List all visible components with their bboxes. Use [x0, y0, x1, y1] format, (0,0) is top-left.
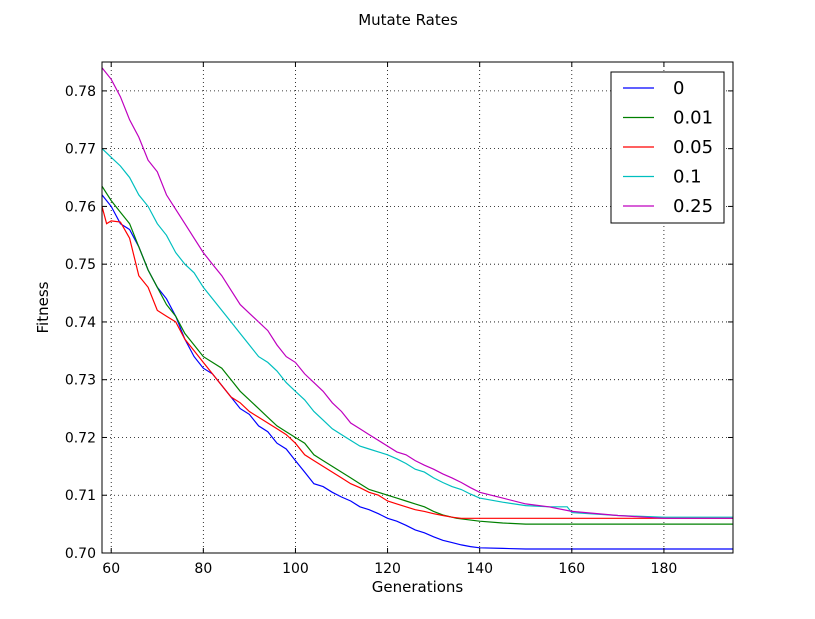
x-tick-label: 160 [558, 561, 585, 577]
series-lines [101, 67, 733, 550]
x-tick-label: 100 [282, 561, 309, 577]
series-line-0.25 [101, 67, 733, 519]
y-tick-label: 0.71 [65, 488, 96, 504]
series-line-0.05 [101, 206, 733, 519]
y-tick-label: 0.73 [65, 373, 96, 389]
legend: 0 0.01 0.05 0.1 0.25 [610, 71, 725, 224]
legend-label-0.25: 0.25 [673, 196, 713, 217]
legend-label-0.01: 0.01 [673, 108, 713, 129]
y-tick-label: 0.74 [65, 315, 96, 331]
x-tick-label: 140 [466, 561, 493, 577]
legend-label-0.05: 0.05 [673, 137, 713, 158]
x-tick-label: 80 [194, 561, 212, 577]
x-tick-label: 180 [651, 561, 678, 577]
y-tick-label: 0.72 [65, 430, 96, 446]
y-axis-label: Fitness [34, 281, 52, 333]
y-tick-label: 0.78 [65, 84, 96, 100]
y-tick-label: 0.75 [65, 257, 96, 273]
legend-label-0: 0 [673, 78, 684, 99]
y-tick-label: 0.77 [65, 142, 96, 158]
chart-title: Mutate Rates [358, 11, 458, 29]
x-axis-label: Generations [372, 578, 464, 596]
y-tick-label: 0.76 [65, 199, 96, 215]
plot-area-frame [101, 61, 734, 554]
x-tick-label: 60 [102, 561, 120, 577]
x-tick-label: 120 [374, 561, 401, 577]
axis-ticks: 60 80 100 120 140 160 180 0.70 0.71 0.72 0.73 0.74 0… [65, 62, 733, 577]
legend-label-0.1: 0.1 [673, 167, 702, 188]
series-line-0.1 [101, 148, 733, 518]
series-line-0 [101, 194, 733, 550]
y-tick-label: 0.70 [65, 546, 96, 562]
